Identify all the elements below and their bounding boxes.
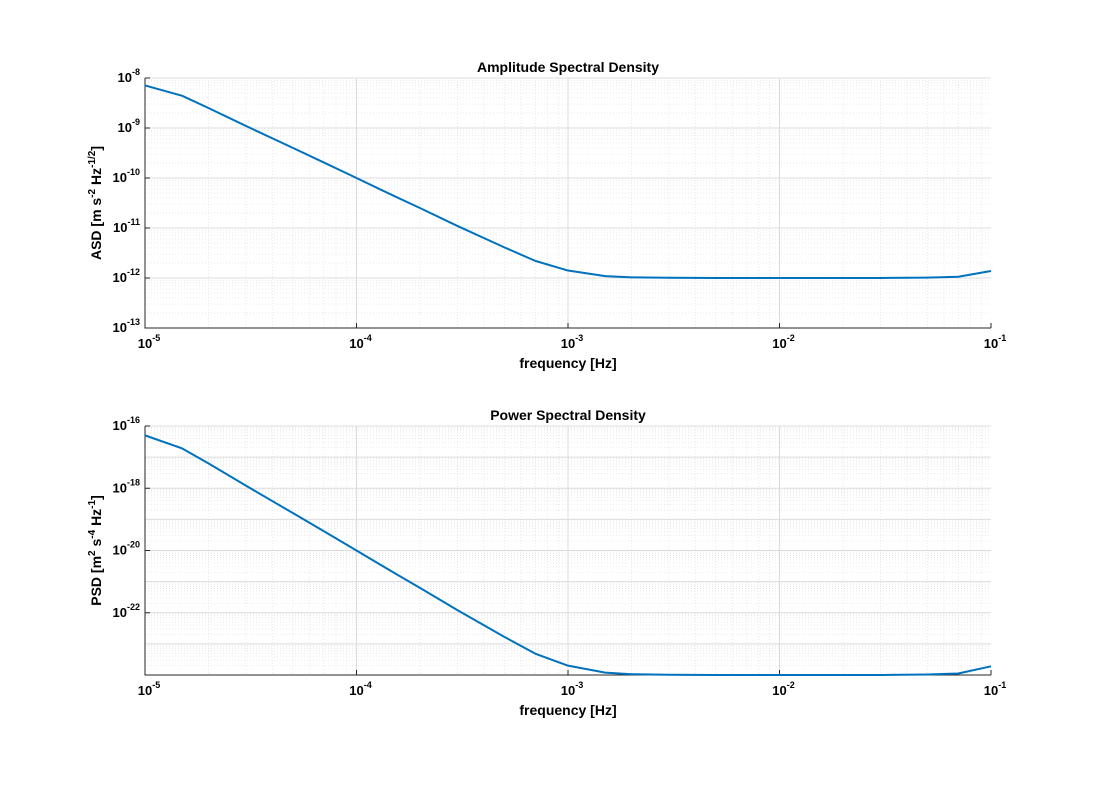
tick-exponent: -4 <box>364 333 372 343</box>
y-tick-label: 10-16 <box>113 415 140 433</box>
tick-exponent: -18 <box>127 477 140 487</box>
tick-exponent: -8 <box>132 67 140 77</box>
x-tick-label: 10-5 <box>138 680 160 698</box>
y-tick-label: 10-20 <box>113 540 140 558</box>
chart-title: Power Spectral Density <box>490 407 646 423</box>
x-tick-label: 10-3 <box>561 680 583 698</box>
y-label-superscript: 2 <box>87 550 98 556</box>
y-label-text: ASD [m s <box>88 198 104 260</box>
tick-exponent: -1 <box>998 333 1006 343</box>
y-label-superscript: -1 <box>87 499 98 508</box>
y-tick-label: 10-12 <box>113 267 140 285</box>
series-line-1 <box>144 434 992 676</box>
tick-base: 10 <box>984 336 998 351</box>
y-tick-label: 10-11 <box>113 217 140 235</box>
x-axis-label: frequency [Hz] <box>519 355 616 371</box>
grid <box>144 425 991 676</box>
tick-exponent: -3 <box>575 680 583 690</box>
tick-exponent: -13 <box>127 317 140 327</box>
tick-exponent: -2 <box>787 333 795 343</box>
chart-1: 10-5 10-4 10-3 10-2 10-110-1310-1210-1110-10… <box>87 59 1006 371</box>
x-tick-label: 10-2 <box>772 333 794 351</box>
tick-base: 10 <box>138 336 152 351</box>
y-axis-label: ASD [m s-2 Hz-1/2] <box>87 146 104 260</box>
y-label-superscript: -2 <box>87 188 98 197</box>
tick-exponent: -11 <box>127 217 140 227</box>
tick-exponent: -3 <box>575 333 583 343</box>
y-axis-label: PSD [m2 s-4 Hz-1] <box>87 495 104 606</box>
tick-base: 10 <box>113 270 127 285</box>
x-tick-labels: 10-5 10-4 10-3 10-2 10-1 <box>138 670 1006 698</box>
y-label-text: s <box>88 539 104 551</box>
tick-base: 10 <box>772 683 786 698</box>
tick-exponent: -20 <box>127 540 140 550</box>
x-axis-label: frequency [Hz] <box>519 702 616 718</box>
tick-exponent: -4 <box>364 680 372 690</box>
tick-base: 10 <box>113 320 127 335</box>
y-tick-label: 10-18 <box>113 477 140 495</box>
tick-exponent: -5 <box>152 333 160 343</box>
tick-exponent: -10 <box>127 167 140 177</box>
tick-base: 10 <box>118 70 132 85</box>
y-label-superscript: -4 <box>87 529 98 538</box>
y-label-text: ] <box>88 146 104 151</box>
tick-base: 10 <box>772 336 786 351</box>
chart-2: 10-5 10-4 10-3 10-2 10-110-2210-2010-1810-16… <box>87 407 1006 718</box>
tick-exponent: -5 <box>152 680 160 690</box>
tick-base: 10 <box>561 336 575 351</box>
y-tick-label: 10-8 <box>118 67 140 85</box>
y-label-text: Hz <box>88 168 104 189</box>
grid <box>144 77 991 329</box>
tick-base: 10 <box>118 120 132 135</box>
tick-base: 10 <box>984 683 998 698</box>
x-tick-label: 10-1 <box>984 333 1006 351</box>
series-line-1 <box>144 84 992 279</box>
tick-base: 10 <box>113 220 127 235</box>
x-tick-label: 10-3 <box>561 333 583 351</box>
tick-exponent: -1 <box>998 680 1006 690</box>
x-tick-label: 10-2 <box>772 680 794 698</box>
tick-exponent: -9 <box>132 117 140 127</box>
x-tick-label: 10-5 <box>138 333 160 351</box>
tick-base: 10 <box>561 683 575 698</box>
tick-exponent: -16 <box>127 415 140 425</box>
y-tick-label: 10-9 <box>118 117 140 135</box>
tick-base: 10 <box>113 418 127 433</box>
y-label-text: ] <box>88 495 104 500</box>
x-tick-labels: 10-5 10-4 10-3 10-2 10-1 <box>138 323 1006 351</box>
chart-title: Amplitude Spectral Density <box>477 59 659 75</box>
y-tick-label: 10-10 <box>113 167 140 185</box>
tick-base: 10 <box>138 683 152 698</box>
x-tick-label: 10-4 <box>349 680 371 698</box>
tick-base: 10 <box>349 336 363 351</box>
x-tick-label: 10-1 <box>984 680 1006 698</box>
tick-base: 10 <box>113 543 127 558</box>
tick-exponent: -22 <box>127 602 140 612</box>
x-tick-label: 10-4 <box>349 333 371 351</box>
y-label-superscript: -1/2 <box>87 150 98 168</box>
y-tick-label: 10-13 <box>113 317 140 335</box>
tick-exponent: -2 <box>787 680 795 690</box>
y-label-text: PSD [m <box>88 556 104 606</box>
tick-exponent: -12 <box>127 267 140 277</box>
tick-base: 10 <box>113 170 127 185</box>
tick-base: 10 <box>113 480 127 495</box>
y-label-text: Hz <box>88 509 104 530</box>
tick-base: 10 <box>349 683 363 698</box>
y-tick-label: 10-22 <box>113 602 140 620</box>
tick-base: 10 <box>113 605 127 620</box>
